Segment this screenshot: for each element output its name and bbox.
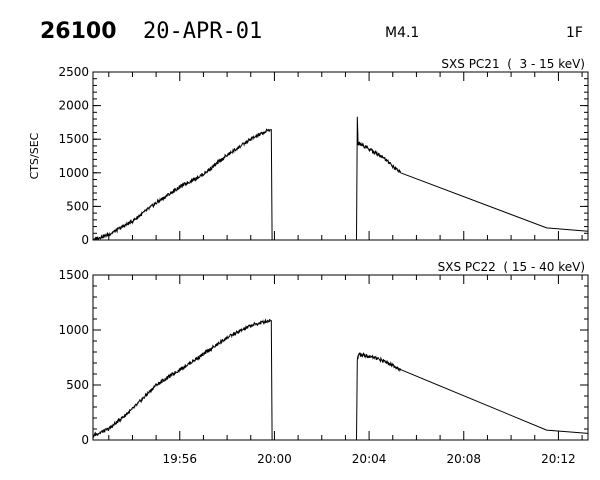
y-tick-label: 1000 <box>58 323 89 337</box>
panel-1: SXS PC21 ( 3 - 15 keV) CTS/SEC 0 500 1000 150… <box>28 57 589 247</box>
y-tick-label: 0 <box>81 433 89 447</box>
x-tick-label: 19:56 <box>162 452 197 466</box>
plot-frame <box>92 71 589 241</box>
x-tick-label: 20:12 <box>541 452 576 466</box>
event-id: 26100 <box>40 19 117 44</box>
y-tick-label: 1500 <box>58 132 89 146</box>
y-axis-label: CTS/SEC <box>28 132 41 179</box>
series-line-segment <box>356 351 402 441</box>
series-line-segment <box>356 116 402 241</box>
y-tick-label: 1000 <box>58 166 89 180</box>
x-tick-label: 20:00 <box>257 452 292 466</box>
x-tick-label: 20:08 <box>446 452 481 466</box>
series-line-segment <box>400 369 589 434</box>
series-line-segment <box>270 129 273 241</box>
y-tick-label: 2500 <box>58 65 89 79</box>
plot-frame <box>92 274 589 441</box>
event-code: 1F <box>566 25 583 41</box>
event-date: 20-APR-01 <box>143 19 262 44</box>
y-tick-label: 500 <box>66 199 89 213</box>
y-tick-label: 500 <box>66 378 89 392</box>
series-line-segment <box>92 318 271 438</box>
y-tick-label: 0 <box>81 233 89 247</box>
series-line-segment <box>270 320 273 441</box>
flare-class: M4.1 <box>385 25 419 41</box>
panel-title: SXS PC21 ( 3 - 15 keV) <box>441 57 585 71</box>
y-tick-label: 2000 <box>58 99 89 113</box>
series-line-segment <box>400 172 589 232</box>
panel-title: SXS PC22 ( 15 - 40 keV) <box>438 260 585 274</box>
y-tick-label: 1500 <box>58 268 89 282</box>
x-tick-label: 20:04 <box>352 452 387 466</box>
series-line-segment <box>92 128 271 241</box>
panel-2: SXS PC22 ( 15 - 40 keV) 0 500 1000 1500 19:56… <box>58 260 589 466</box>
